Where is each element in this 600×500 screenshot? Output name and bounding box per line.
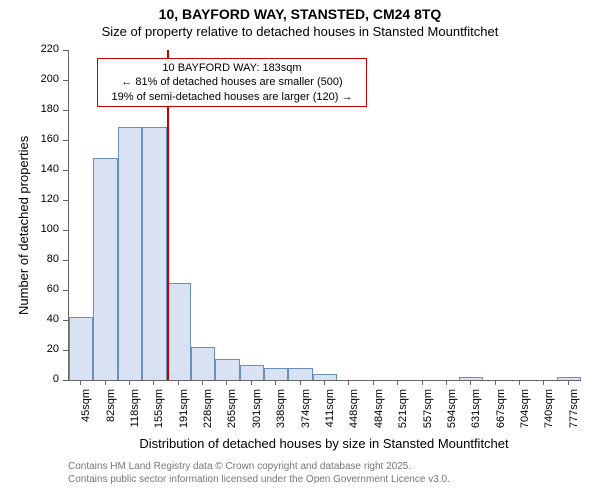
bar [118,127,142,381]
xtick-label: 740sqm [543,389,555,489]
xtick-label: 118sqm [129,389,141,489]
xtick-label: 557sqm [422,389,434,489]
xtick-label: 411sqm [324,389,336,489]
xtick-label: 301sqm [251,389,263,489]
ytick-label: 120 [0,193,59,205]
ytick-label: 220 [0,43,59,55]
bar [557,377,581,380]
xtick-label: 667sqm [495,389,507,489]
ytick [63,230,68,231]
ytick [63,140,68,141]
title-line-2: Size of property relative to detached ho… [0,22,600,39]
xtick [543,380,544,385]
xtick [446,380,447,385]
xtick [495,380,496,385]
xtick [422,380,423,385]
ytick [63,80,68,81]
xtick-label: 631sqm [470,389,482,489]
ytick-label: 200 [0,73,59,85]
bar [288,368,312,380]
bar [69,317,93,380]
xtick [80,380,81,385]
xtick [373,380,374,385]
bar [240,365,264,380]
ytick [63,350,68,351]
xtick-label: 448sqm [348,389,360,489]
xtick [519,380,520,385]
xtick-label: 82sqm [105,389,117,489]
xtick [129,380,130,385]
ytick-label: 140 [0,163,59,175]
annotation-line: ← 81% of detached houses are smaller (50… [102,75,362,89]
ytick [63,170,68,171]
ytick [63,260,68,261]
xtick-label: 777sqm [568,389,580,489]
bar [167,283,191,381]
xtick [226,380,227,385]
ytick [63,320,68,321]
xtick [397,380,398,385]
annotation-line: 19% of semi-detached houses are larger (… [102,90,362,104]
xtick-label: 228sqm [202,389,214,489]
bar [191,347,215,380]
xtick-label: 484sqm [373,389,385,489]
xtick [568,380,569,385]
bar [93,158,117,380]
ytick [63,110,68,111]
ytick [63,50,68,51]
ytick-label: 0 [0,373,59,385]
xtick-label: 374sqm [300,389,312,489]
bar [215,359,239,380]
xtick [348,380,349,385]
xtick-label: 594sqm [446,389,458,489]
ytick-label: 100 [0,223,59,235]
ytick [63,200,68,201]
ytick-label: 160 [0,133,59,145]
xtick-label: 521sqm [397,389,409,489]
ytick [63,380,68,381]
xtick [202,380,203,385]
annotation-box: 10 BAYFORD WAY: 183sqm← 81% of detached … [97,58,367,107]
xtick-label: 338sqm [275,389,287,489]
xtick [153,380,154,385]
xtick [178,380,179,385]
annotation-line: 10 BAYFORD WAY: 183sqm [102,61,362,75]
xtick [300,380,301,385]
xtick-label: 265sqm [226,389,238,489]
bar [142,127,166,381]
title-line-1: 10, BAYFORD WAY, STANSTED, CM24 8TQ [0,0,600,22]
plot-area: 10 BAYFORD WAY: 183sqm← 81% of detached … [68,50,581,381]
bar [459,377,483,380]
xtick-label: 704sqm [519,389,531,489]
xtick [324,380,325,385]
xtick [275,380,276,385]
xtick-label: 45sqm [80,389,92,489]
xtick [470,380,471,385]
chart-container: 10, BAYFORD WAY, STANSTED, CM24 8TQ Size… [0,0,600,500]
ytick-label: 20 [0,343,59,355]
bar [264,368,288,380]
xtick-label: 191sqm [178,389,190,489]
ytick [63,290,68,291]
ytick-label: 180 [0,103,59,115]
ytick-label: 40 [0,313,59,325]
ytick-label: 60 [0,283,59,295]
xtick-label: 155sqm [153,389,165,489]
xtick [251,380,252,385]
xtick [105,380,106,385]
ytick-label: 80 [0,253,59,265]
